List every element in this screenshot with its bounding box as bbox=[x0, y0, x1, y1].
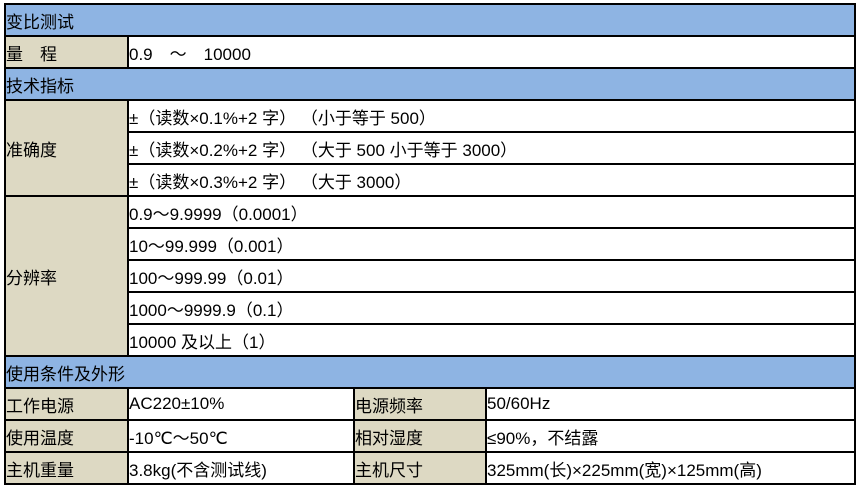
humidity-label: 相对湿度 bbox=[353, 419, 487, 453]
resolution-row-3: 100～999.99（0.01） bbox=[127, 259, 856, 293]
weight-label: 主机重量 bbox=[4, 451, 129, 485]
table-row: 10～99.999（0.001） bbox=[5, 227, 856, 261]
accuracy-row-1: ±（读数×0.1%+2 字） （小于等于 500） bbox=[127, 99, 856, 133]
frequency-label: 电源频率 bbox=[353, 387, 487, 421]
table-row: 10000 及以上（1） bbox=[5, 323, 856, 357]
resolution-row-5: 10000 及以上（1） bbox=[127, 323, 856, 357]
humidity-value: ≤90%，不结露 bbox=[485, 419, 856, 453]
accuracy-row-2: ±（读数×0.2%+2 字） （大于 500 小于等于 3000） bbox=[127, 131, 856, 165]
spec-table: 变比测试 量 程 0.9 ～ 10000 技术指标 准确度 ±（读数×0.1%+… bbox=[4, 3, 856, 485]
power-value: AC220±10% bbox=[127, 387, 355, 421]
table-row: 工作电源 AC220±10% 电源频率 50/60Hz bbox=[4, 387, 856, 421]
range-value: 0.9 ～ 10000 bbox=[127, 35, 856, 69]
accuracy-row-3: ±（读数×0.3%+2 字） （大于 3000） bbox=[127, 163, 856, 197]
table-row: 使用条件及外形 bbox=[4, 355, 856, 389]
resolution-row-4: 1000～9999.9（0.1） bbox=[127, 291, 856, 325]
table-row: 100～999.99（0.01） bbox=[5, 259, 856, 293]
accuracy-label: 准确度 bbox=[4, 99, 129, 197]
resolution-label: 分辨率 bbox=[4, 195, 129, 357]
power-label: 工作电源 bbox=[4, 387, 129, 421]
temperature-label: 使用温度 bbox=[4, 419, 129, 453]
spec-sheet: 变比测试 量 程 0.9 ～ 10000 技术指标 准确度 ±（读数×0.1%+… bbox=[4, 3, 856, 485]
table-row: 使用温度 -10℃～50℃ 相对湿度 ≤90%，不结露 bbox=[4, 419, 856, 453]
table-row: ±（读数×0.2%+2 字） （大于 500 小于等于 3000） bbox=[5, 131, 856, 165]
section-header-conditions: 使用条件及外形 bbox=[4, 355, 856, 389]
table-row: 主机重量 3.8kg(不含测试线) 主机尺寸 325mm(长)×225mm(宽)… bbox=[4, 451, 856, 485]
resolution-row-2: 10～99.999（0.001） bbox=[127, 227, 856, 261]
frequency-value: 50/60Hz bbox=[485, 387, 856, 421]
table-row: 1000～9999.9（0.1） bbox=[5, 291, 856, 325]
table-row: 变比测试 bbox=[4, 3, 856, 37]
weight-value: 3.8kg(不含测试线) bbox=[127, 451, 355, 485]
table-row: 分辨率 0.9～9.9999（0.0001） bbox=[4, 195, 856, 357]
size-label: 主机尺寸 bbox=[353, 451, 487, 485]
resolution-row-1: 0.9～9.9999（0.0001） bbox=[127, 195, 856, 229]
table-row: ±（读数×0.3%+2 字） （大于 3000） bbox=[5, 163, 856, 197]
temperature-value: -10℃～50℃ bbox=[127, 419, 355, 453]
size-value: 325mm(长)×225mm(宽)×125mm(高) bbox=[485, 451, 856, 485]
table-row: 技术指标 bbox=[4, 67, 856, 101]
table-row: 准确度 ±（读数×0.1%+2 字） （小于等于 500） bbox=[4, 99, 856, 197]
section-header-tech-specs: 技术指标 bbox=[4, 67, 856, 101]
section-header-ratio-test: 变比测试 bbox=[4, 3, 856, 37]
table-row: 量 程 0.9 ～ 10000 bbox=[4, 35, 856, 69]
range-label: 量 程 bbox=[4, 35, 129, 69]
